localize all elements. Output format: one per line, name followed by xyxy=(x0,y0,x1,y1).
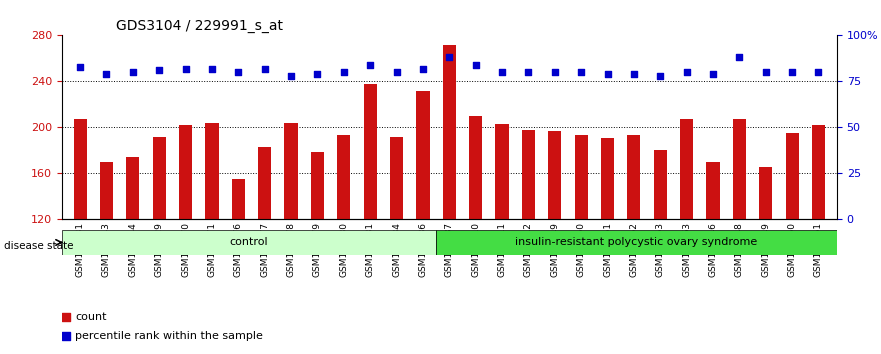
Point xyxy=(315,52,329,58)
FancyBboxPatch shape xyxy=(436,230,837,255)
Point xyxy=(627,71,641,77)
Text: control: control xyxy=(229,238,268,247)
Text: percentile rank within the sample: percentile rank within the sample xyxy=(75,331,263,341)
Bar xyxy=(548,131,561,219)
FancyBboxPatch shape xyxy=(62,230,436,255)
Bar xyxy=(601,138,614,219)
Point xyxy=(73,64,87,69)
Point xyxy=(811,69,825,75)
Point xyxy=(205,66,219,72)
Point xyxy=(469,62,483,68)
Text: count: count xyxy=(75,312,107,322)
Bar xyxy=(311,152,324,219)
Bar xyxy=(126,157,139,219)
Bar xyxy=(495,124,508,219)
Point xyxy=(522,69,536,75)
Bar xyxy=(733,119,746,219)
Point xyxy=(284,73,298,79)
Bar xyxy=(337,136,351,219)
Bar xyxy=(443,45,455,219)
Text: disease state: disease state xyxy=(4,241,74,251)
Text: insulin-resistant polycystic ovary syndrome: insulin-resistant polycystic ovary syndr… xyxy=(515,238,758,247)
Point xyxy=(179,66,193,72)
Bar xyxy=(417,91,430,219)
Point xyxy=(337,69,351,75)
Point xyxy=(785,69,799,75)
Point xyxy=(363,62,377,68)
Point xyxy=(706,71,720,77)
Bar xyxy=(680,119,693,219)
Bar xyxy=(179,125,192,219)
Bar xyxy=(205,123,218,219)
Point xyxy=(232,69,246,75)
Bar xyxy=(390,137,403,219)
Bar xyxy=(786,133,799,219)
Bar xyxy=(232,179,245,219)
Bar xyxy=(285,123,298,219)
Point xyxy=(389,69,403,75)
Point xyxy=(759,69,773,75)
Bar xyxy=(812,125,825,219)
Point xyxy=(574,69,589,75)
Bar xyxy=(759,166,773,219)
Bar xyxy=(364,84,377,219)
Bar xyxy=(152,137,166,219)
Bar xyxy=(522,130,535,219)
Point xyxy=(601,71,615,77)
Bar xyxy=(707,162,720,219)
Point xyxy=(126,69,140,75)
Point xyxy=(100,71,114,77)
Point xyxy=(653,73,667,79)
Point xyxy=(442,55,456,60)
Text: GDS3104 / 229991_s_at: GDS3104 / 229991_s_at xyxy=(116,19,283,33)
Bar xyxy=(574,136,588,219)
Point xyxy=(315,226,329,232)
Point xyxy=(152,68,167,73)
Point xyxy=(495,69,509,75)
Point xyxy=(679,69,693,75)
Bar xyxy=(258,147,271,219)
Point xyxy=(257,66,271,72)
Bar xyxy=(654,150,667,219)
Point xyxy=(310,71,324,77)
Bar xyxy=(627,136,640,219)
Point xyxy=(732,55,746,60)
Bar xyxy=(100,162,113,219)
Point xyxy=(416,66,430,72)
Bar xyxy=(469,116,482,219)
Point xyxy=(548,69,562,75)
Bar xyxy=(73,119,86,219)
